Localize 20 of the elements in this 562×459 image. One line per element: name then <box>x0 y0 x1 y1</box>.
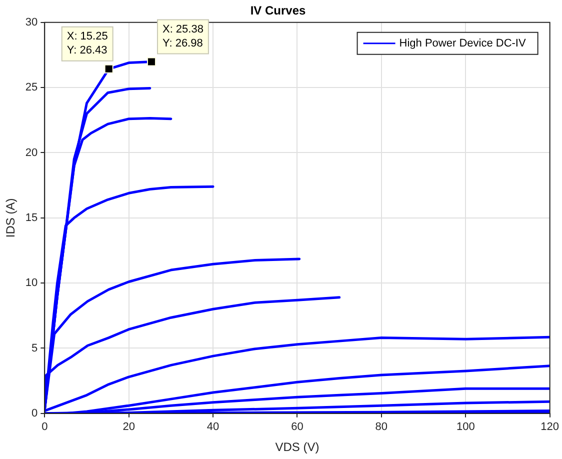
x-tick-label: 0 <box>42 421 48 434</box>
y-tick-label: 15 <box>25 212 38 224</box>
x-tick-label: 20 <box>122 421 135 434</box>
chart-title: IV Curves <box>250 4 306 18</box>
y-tick-label: 10 <box>25 277 38 290</box>
y-tick-label: 5 <box>32 342 38 354</box>
y-tick-label: 20 <box>25 146 38 159</box>
x-tick-label: 120 <box>540 421 560 434</box>
annotation: X: 15.25 Y: 26.43 <box>66 30 108 56</box>
y-tick-label: 30 <box>25 16 38 28</box>
y-tick-label: 25 <box>25 82 38 94</box>
x-tick-label: 80 <box>375 421 388 434</box>
y-tick-label: 0 <box>32 407 38 420</box>
x-tick-label: 60 <box>291 421 304 434</box>
annotation: X: 25.38 Y: 26.98 <box>162 23 204 50</box>
x-tick-label: 40 <box>206 421 220 434</box>
x-axis-title: VDS (V) <box>275 440 320 454</box>
y-axis-title: IDS (A) <box>4 198 18 238</box>
x-tick-label: 100 <box>456 421 475 434</box>
legend-label: High Power Device DC-IV <box>399 37 526 50</box>
